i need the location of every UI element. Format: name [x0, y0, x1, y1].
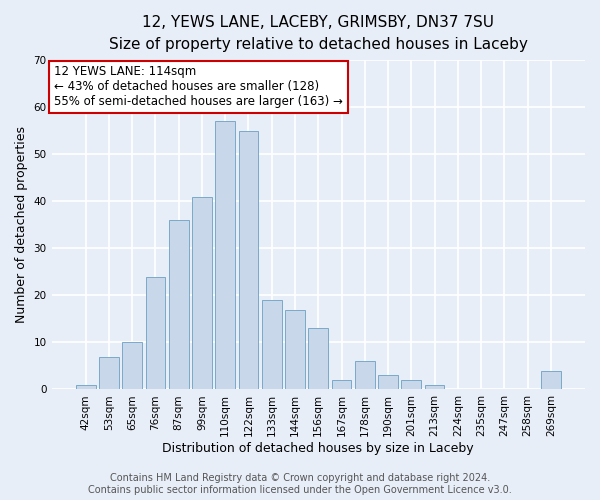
Bar	[378, 376, 398, 390]
Bar	[355, 361, 374, 390]
Text: Contains HM Land Registry data © Crown copyright and database right 2024.
Contai: Contains HM Land Registry data © Crown c…	[88, 474, 512, 495]
Text: 12 YEWS LANE: 114sqm
← 43% of detached houses are smaller (128)
55% of semi-deta: 12 YEWS LANE: 114sqm ← 43% of detached h…	[54, 65, 343, 108]
Bar	[146, 276, 166, 390]
Title: 12, YEWS LANE, LACEBY, GRIMSBY, DN37 7SU
Size of property relative to detached h: 12, YEWS LANE, LACEBY, GRIMSBY, DN37 7SU…	[109, 15, 528, 52]
Bar	[285, 310, 305, 390]
Bar	[239, 131, 259, 390]
Bar	[425, 385, 445, 390]
Bar	[332, 380, 352, 390]
Bar	[169, 220, 188, 390]
Y-axis label: Number of detached properties: Number of detached properties	[15, 126, 28, 324]
Bar	[76, 385, 95, 390]
Bar	[541, 370, 561, 390]
X-axis label: Distribution of detached houses by size in Laceby: Distribution of detached houses by size …	[163, 442, 474, 455]
Bar	[122, 342, 142, 390]
Bar	[99, 356, 119, 390]
Bar	[401, 380, 421, 390]
Bar	[262, 300, 281, 390]
Bar	[308, 328, 328, 390]
Bar	[215, 122, 235, 390]
Bar	[192, 196, 212, 390]
